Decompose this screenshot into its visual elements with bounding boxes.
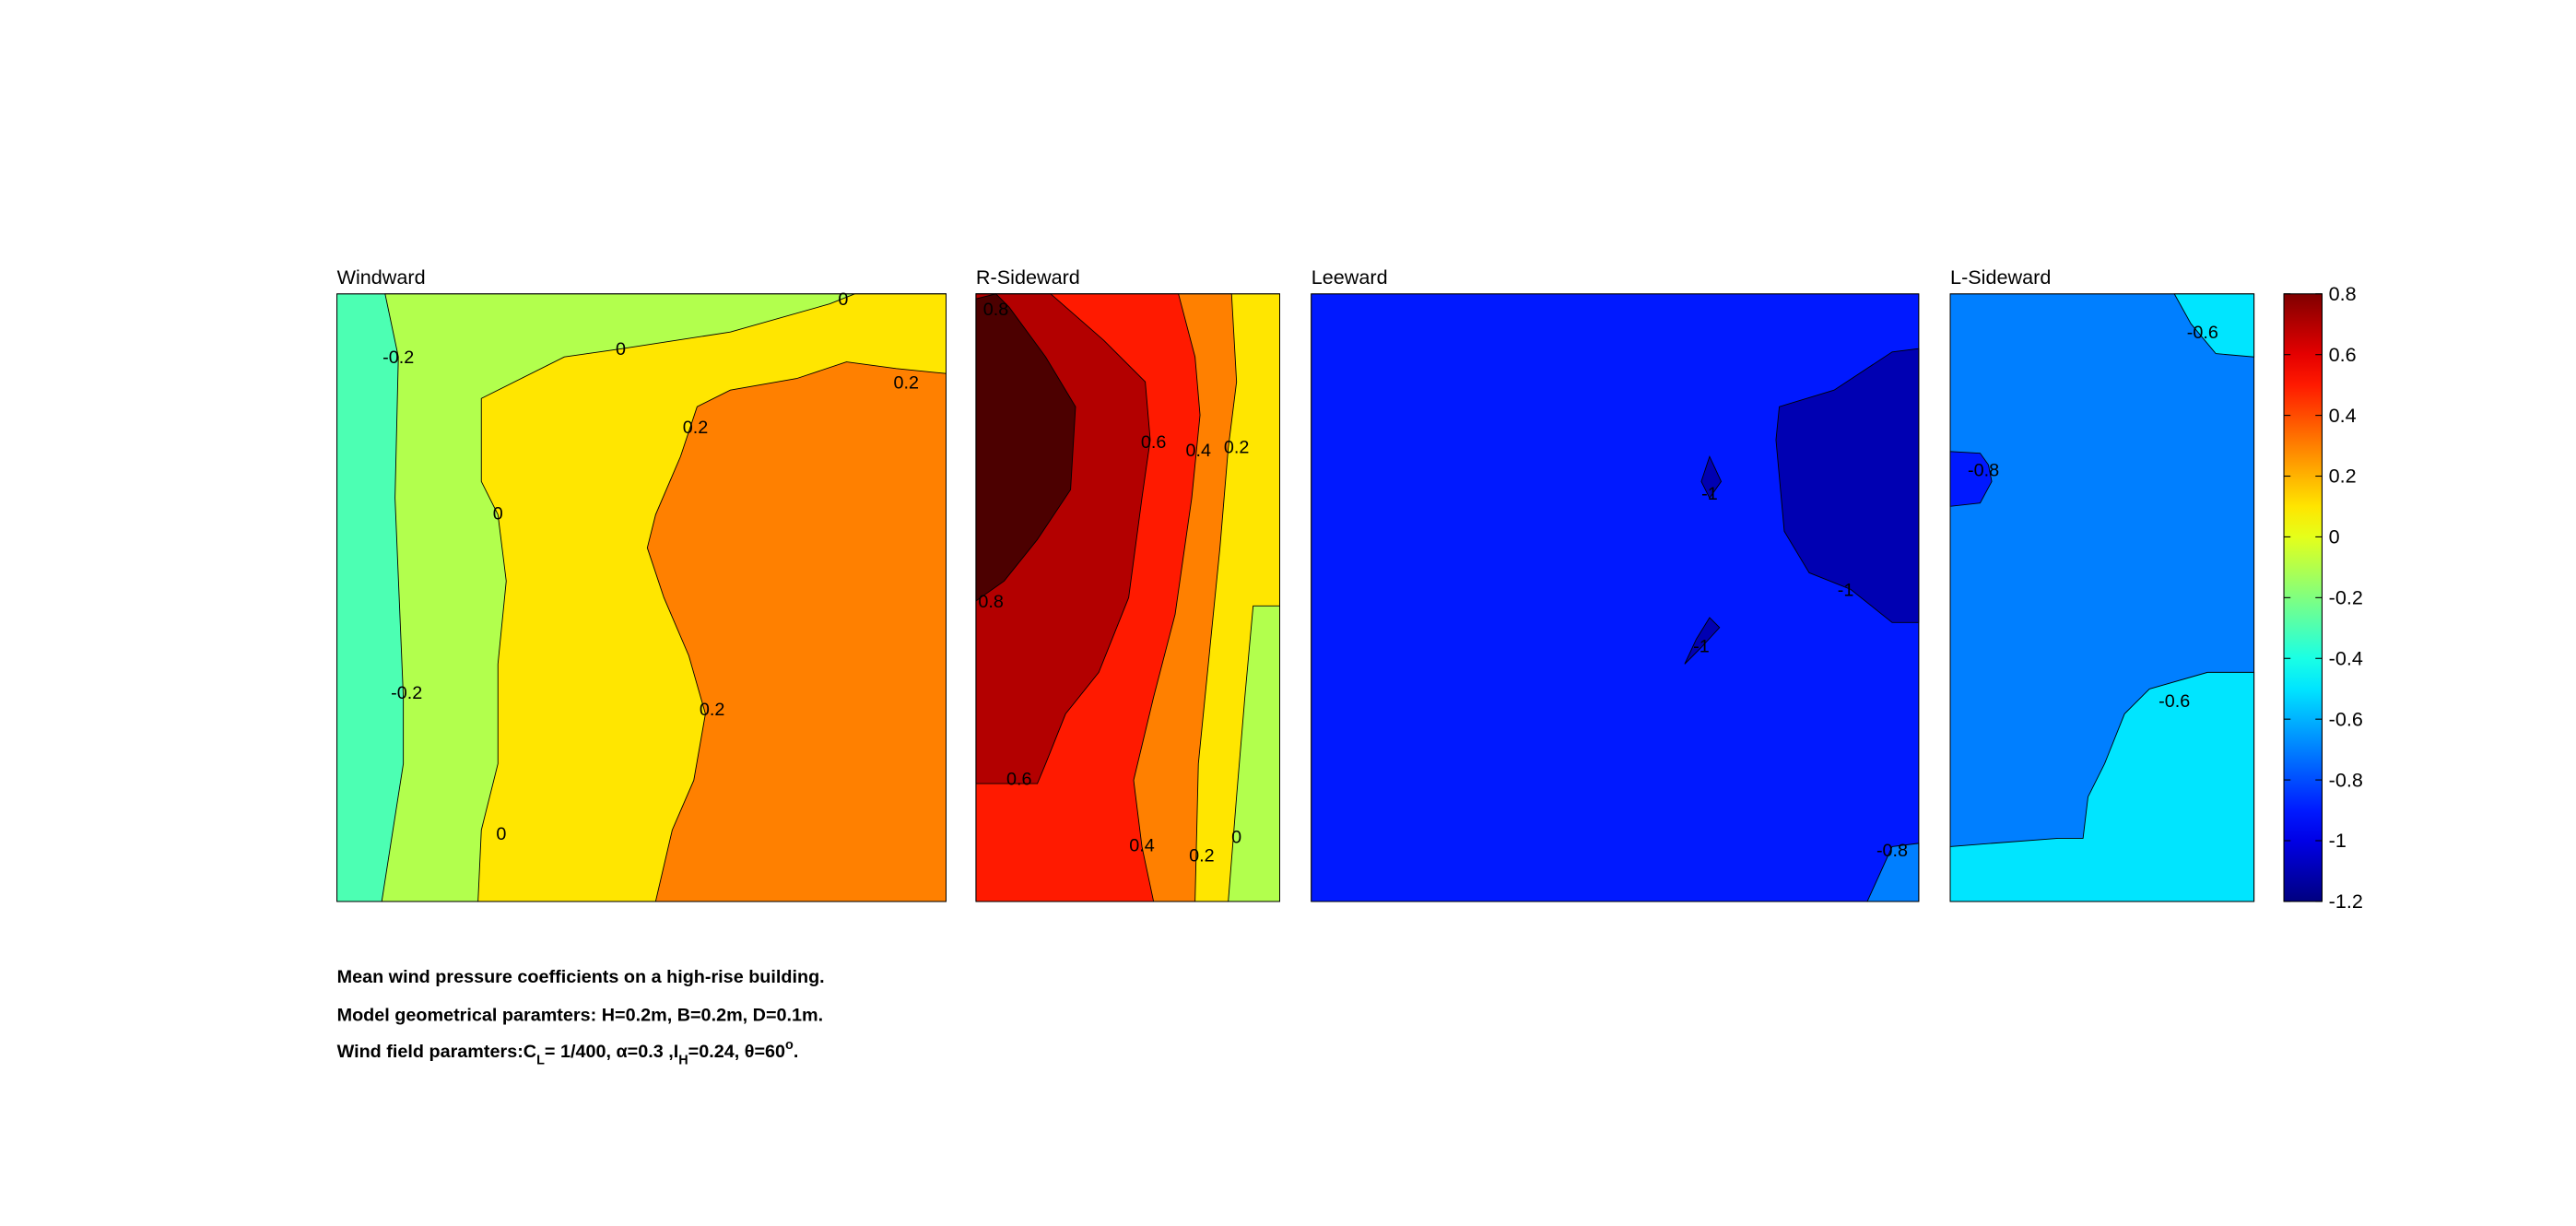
contour-label: 0.6 [1141, 432, 1167, 453]
colorbar-tick-label: 0.8 [2329, 282, 2357, 305]
contour-label: 0.8 [978, 592, 1004, 612]
contour-label: 0.8 [983, 300, 1009, 320]
colorbar-tick-label: 0 [2329, 525, 2340, 548]
contour-region [1311, 293, 1920, 902]
colorbar-tick-label: -0.2 [2329, 586, 2363, 609]
contour-label: 0.4 [1129, 836, 1155, 856]
contour-label: -0.2 [391, 683, 422, 703]
panel-frame [1949, 293, 2255, 902]
contour-label: -0.6 [2158, 691, 2190, 712]
contour-label: 0 [493, 504, 503, 525]
colorbar-tick-label: -0.4 [2329, 646, 2363, 669]
caption-line: Mean wind pressure coefficients on a hig… [337, 967, 825, 987]
contour-label: -0.2 [382, 348, 414, 368]
caption-line: Model geometrical paramters: H=0.2m, B=0… [337, 1006, 824, 1026]
panel-title: Leeward [1312, 265, 1388, 289]
colorbar-tick-label: -0.8 [2329, 768, 2363, 791]
contour-label: 0.2 [683, 418, 709, 438]
panel-title: R-Sideward [976, 265, 1080, 289]
contour-label: 0.6 [1006, 770, 1032, 790]
contour-label: 0.2 [700, 700, 725, 720]
panel-frame [1311, 293, 1920, 902]
contour-region [1700, 455, 1723, 500]
contour-label: 0.2 [894, 372, 920, 393]
contour-region [1775, 348, 1920, 623]
caption-sub: H [678, 1053, 688, 1067]
contour-label: 0 [1231, 828, 1241, 848]
contour-label: -0.6 [2187, 323, 2218, 343]
contour-label: -1 [1701, 484, 1718, 504]
colorbar-tick-label: 0.2 [2329, 465, 2357, 488]
contour-label: -1 [1838, 580, 1854, 600]
panel-title: L-Sideward [1950, 265, 2051, 289]
contour-label: 0 [838, 289, 848, 310]
panel-frame [336, 293, 947, 902]
contour-label: -0.8 [1968, 461, 1999, 481]
caption-sub: L [536, 1053, 545, 1067]
caption-part: . [794, 1042, 799, 1062]
contour-region [646, 361, 947, 902]
contour-label: -1 [1693, 637, 1710, 657]
colorbar-tick-label: -1 [2329, 829, 2347, 852]
colorbar-tick-label: -0.6 [2329, 707, 2363, 730]
contour-label: 0 [616, 339, 626, 360]
caption-part: =0.24, θ=60 [688, 1042, 785, 1062]
panel-frame [975, 293, 1280, 902]
caption-part: = 1/400, α=0.3 ,I [545, 1042, 678, 1062]
contour-region [1684, 617, 1721, 665]
panel-title: Windward [337, 265, 426, 289]
caption-part: Wind field paramters:C [337, 1042, 537, 1062]
contour-label: 0.2 [1224, 437, 1250, 457]
contour-label: 0.4 [1185, 441, 1211, 461]
contour-region [975, 293, 1076, 602]
contour-label: -0.8 [1876, 841, 1908, 861]
caption-sup: o [785, 1038, 794, 1053]
colorbar-tick-label: 0.4 [2329, 404, 2357, 427]
colorbar-tick-label: -1.2 [2329, 890, 2363, 913]
colorbar-tick-label: 0.6 [2329, 343, 2357, 366]
contour-label: 0.2 [1189, 846, 1215, 866]
contour-label: 0 [496, 824, 506, 844]
caption-line: Wind field paramters:CL= 1/400, α=0.3 ,I… [337, 1038, 799, 1067]
